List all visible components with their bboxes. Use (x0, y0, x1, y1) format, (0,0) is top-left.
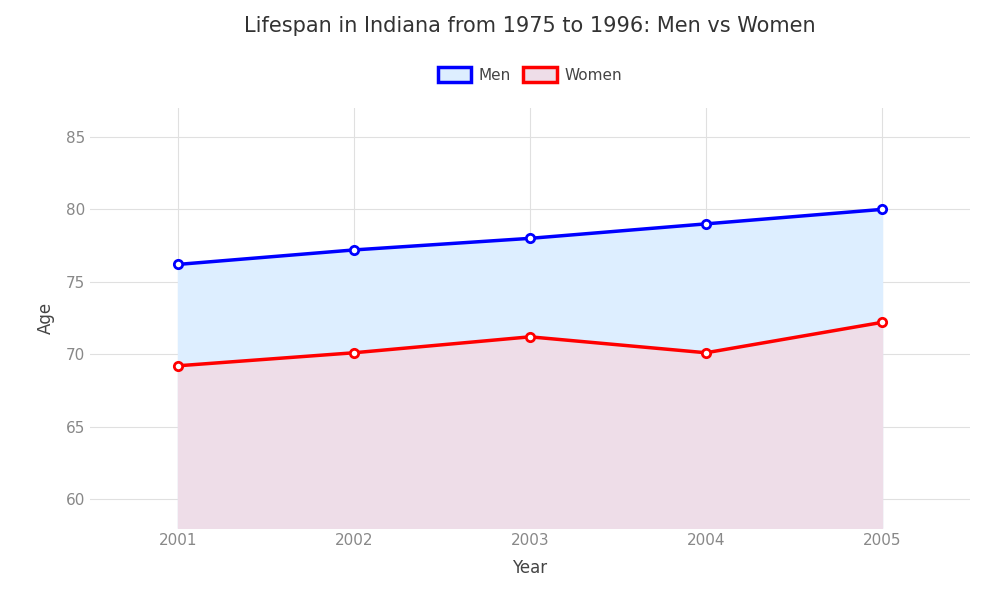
X-axis label: Year: Year (512, 559, 548, 577)
Y-axis label: Age: Age (37, 302, 55, 334)
Title: Lifespan in Indiana from 1975 to 1996: Men vs Women: Lifespan in Indiana from 1975 to 1996: M… (244, 16, 816, 35)
Legend: Men, Women: Men, Women (432, 61, 628, 89)
